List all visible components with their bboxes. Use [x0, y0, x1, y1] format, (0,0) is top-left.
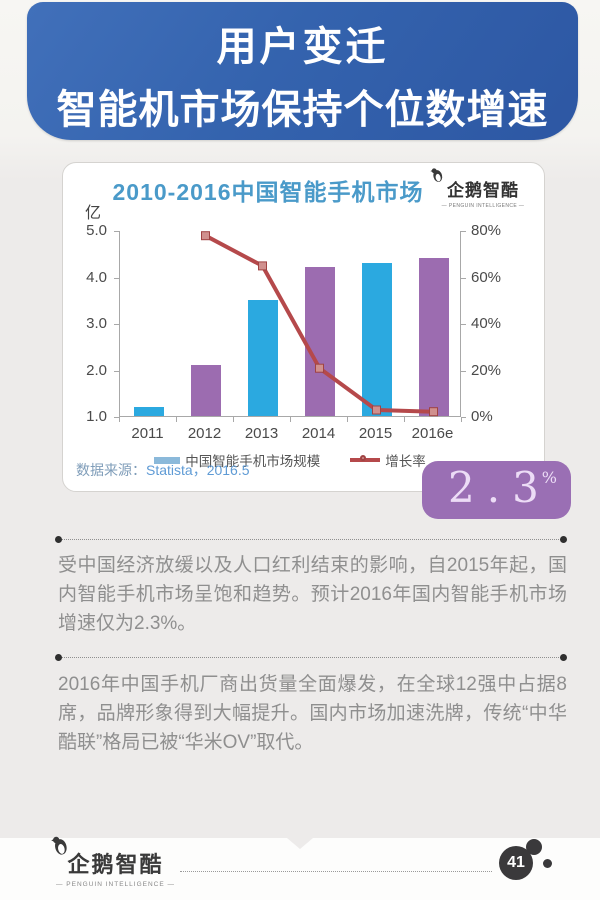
- line-marker: [429, 407, 438, 417]
- chart-plot-area: [119, 231, 461, 417]
- x-axis-label: 2014: [301, 425, 336, 442]
- line-marker: [372, 405, 381, 415]
- chart-logo-text: 企鹅智酷: [447, 181, 519, 200]
- right-axis-tick: [461, 231, 466, 232]
- y-axis-tick-label: 5.0: [86, 222, 107, 239]
- x-axis-tick: [461, 417, 462, 422]
- chart-card: 2010-2016中国智能手机市场 企鹅智酷 — PENGUIN INTELLI…: [62, 162, 545, 492]
- right-axis-tick: [461, 417, 466, 418]
- header-title-line2: 智能机市场保持个位数增速: [56, 88, 549, 132]
- highlight-value: 2.3: [448, 463, 551, 512]
- legend-label: 增长率: [385, 454, 426, 469]
- footer-dotted-line: [180, 871, 492, 872]
- divider: [55, 653, 567, 661]
- footer-notch: [287, 838, 313, 849]
- right-axis-tick-label: 40%: [471, 315, 502, 332]
- legend-item: 中国智能手机市场规模: [154, 450, 320, 470]
- source-prefix: 数据来源：: [76, 462, 146, 478]
- x-axis-tick: [176, 417, 177, 422]
- header-banner: 用户变迁 智能机市场保持个位数增速: [27, 2, 578, 140]
- right-axis-tick-label: 80%: [471, 222, 502, 239]
- line-marker: [201, 231, 210, 241]
- legend-line-swatch: [350, 455, 381, 462]
- footer-logo: 企鹅智酷 — PENGUIN INTELLIGENCE —: [51, 836, 175, 888]
- right-axis-tick: [461, 277, 466, 279]
- x-axis-label: 2013: [244, 425, 279, 442]
- legend-line-marker: [360, 455, 367, 461]
- line-marker: [258, 261, 267, 271]
- page-badge-dot: [543, 859, 552, 868]
- right-axis-tick: [461, 324, 466, 325]
- footer-logo-subtitle: — PENGUIN INTELLIGENCE —: [56, 881, 175, 888]
- right-axis-tick: [461, 370, 466, 372]
- highlight-growth-badge: 2.3 %: [422, 461, 571, 519]
- y-axis-tick-label: 4.0: [86, 268, 107, 286]
- y-axis-tick: [114, 277, 119, 279]
- right-axis-tick-label: 20%: [471, 361, 502, 379]
- chart-legend: 中国智能手机市场规模 增长率: [109, 450, 471, 470]
- right-axis-tick-label: 60%: [471, 268, 502, 286]
- legend-item: 增长率: [350, 450, 426, 470]
- y-axis-tick: [114, 370, 119, 372]
- chart-logo-subtitle: — PENGUIN INTELLIGENCE —: [441, 203, 525, 209]
- bar-2015: [361, 262, 392, 416]
- page-badge-decor-circle: [526, 839, 542, 855]
- highlight-unit: %: [541, 468, 557, 487]
- source-value: Statista，2016.5: [146, 462, 250, 478]
- chart-title: 2010-2016中国智能手机市场: [112, 179, 424, 205]
- y-axis-tick-label: 1.0: [86, 408, 107, 425]
- legend-bar-swatch: [154, 456, 181, 464]
- x-axis-tick: [347, 417, 348, 422]
- growth-rate-line: [201, 231, 438, 417]
- bar-2013: [247, 299, 278, 416]
- paragraph-vendor-shipments: 2016年中国手机厂商出货量全面爆发，在全球12强中占据8席，品牌形象得到大幅提…: [58, 674, 567, 753]
- divider: [55, 535, 567, 543]
- penguin-icon: [51, 836, 67, 855]
- y-axis-tick-label: 3.0: [86, 315, 107, 332]
- right-axis-tick-label: 0%: [471, 408, 493, 425]
- header-title-line1: 用户变迁: [216, 25, 389, 69]
- x-axis-label: 2011: [131, 425, 164, 442]
- bar-2012: [190, 364, 221, 416]
- footer-logo-text: 企鹅智酷: [67, 852, 164, 877]
- paragraph-market-saturation: 受中国经济放缓以及人口红利结束的影响，自2015年起，国内智能手机市场呈饱和趋势…: [58, 555, 567, 634]
- y-axis-unit-label: 亿: [85, 205, 102, 222]
- x-axis-tick: [404, 417, 405, 422]
- x-axis-label: 2016e: [411, 425, 454, 442]
- y-axis-tick: [114, 417, 119, 418]
- x-axis-label: 2015: [358, 425, 393, 442]
- bar-2016e: [418, 257, 449, 416]
- penguin-icon: [430, 168, 443, 182]
- bar-2014: [304, 267, 335, 416]
- x-axis-tick: [119, 417, 120, 422]
- y-axis-tick: [114, 231, 119, 232]
- bar-2011: [133, 406, 164, 416]
- page-footer: 企鹅智酷 — PENGUIN INTELLIGENCE — 41: [0, 836, 600, 900]
- page-number-badge: 41: [499, 846, 533, 880]
- legend-label: 中国智能手机市场规模: [185, 454, 321, 469]
- x-axis-tick: [233, 417, 234, 422]
- x-axis-label: 2012: [187, 425, 222, 442]
- penguin-intelligence-logo: 企鹅智酷 — PENGUIN INTELLIGENCE —: [430, 168, 532, 209]
- y-axis-tick-label: 2.0: [86, 361, 107, 379]
- y-axis-tick: [114, 324, 119, 325]
- page-number: 41: [507, 854, 525, 871]
- line-marker: [315, 363, 324, 373]
- data-source: 数据来源：Statista，2016.5: [76, 460, 250, 480]
- x-axis-tick: [290, 417, 291, 422]
